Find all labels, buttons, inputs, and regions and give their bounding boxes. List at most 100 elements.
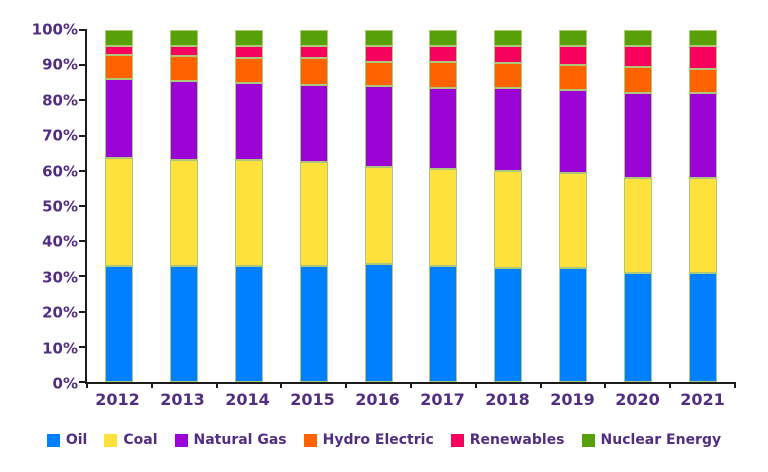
- bar-slot-2019: [541, 30, 606, 382]
- x-axis-label-2021: 2021: [680, 390, 725, 409]
- x-axis-label-2015: 2015: [290, 390, 335, 409]
- bar-segment-oil: [299, 265, 328, 382]
- legend-label: Oil: [65, 432, 88, 448]
- bar-segment-coal: [170, 160, 199, 266]
- bar-segment-oil: [494, 267, 523, 382]
- y-axis-tick: [79, 275, 87, 278]
- legend-swatch: [46, 433, 60, 447]
- bar-2018: [494, 30, 523, 382]
- y-axis: 0% 10% 20% 30% 40% 50% 60% 70% 80% 90% 100%: [0, 22, 78, 391]
- bar-2013: [170, 30, 199, 382]
- bar-segment-renewables: [623, 45, 652, 67]
- bar-segment-nuclear-energy: [299, 30, 328, 46]
- bar-slot-2018: [476, 30, 541, 382]
- legend-label: Hydro Electric: [322, 432, 434, 448]
- x-axis-label-2019: 2019: [550, 390, 595, 409]
- y-axis-tick: [79, 381, 87, 383]
- bar-segment-hydro-electric: [623, 67, 652, 94]
- bar-segment-coal: [623, 177, 652, 273]
- x-axis-tick: [604, 382, 607, 388]
- bar-segment-natural-gas: [429, 88, 458, 170]
- y-axis-tick: [79, 205, 87, 207]
- bar-2020: [623, 30, 652, 382]
- bar-2012: [105, 30, 134, 382]
- x-axis-label-2014: 2014: [225, 390, 270, 409]
- bar-2017: [429, 30, 458, 382]
- bar-segment-nuclear-energy: [234, 30, 263, 46]
- bar-segment-renewables: [234, 45, 263, 59]
- bar-2019: [558, 30, 587, 382]
- bar-segment-nuclear-energy: [429, 30, 458, 46]
- x-axis-label-2012: 2012: [95, 390, 140, 409]
- bar-segment-nuclear-energy: [170, 30, 199, 46]
- bar-segment-nuclear-energy: [558, 30, 587, 46]
- bar-segment-nuclear-energy: [364, 30, 393, 46]
- bar-slot-2013: [152, 30, 217, 382]
- bar-segment-renewables: [299, 45, 328, 59]
- x-axis: 2012 2013 2014 2015 2016 2017 2018 2019 2020 2021: [85, 392, 735, 408]
- bar-segment-natural-gas: [623, 93, 652, 178]
- x-axis-tick: [410, 382, 412, 388]
- x-axis-tick: [345, 382, 348, 388]
- bar-segment-nuclear-energy: [494, 30, 523, 46]
- x-axis-tick: [150, 382, 153, 388]
- bar-segment-hydro-electric: [299, 58, 328, 85]
- bar-2015: [299, 30, 328, 382]
- y-axis-tick-label: 80%: [42, 91, 78, 110]
- legend-item-oil: Oil: [46, 432, 88, 448]
- bar-segment-oil: [558, 267, 587, 382]
- bar-segment-hydro-electric: [688, 68, 717, 94]
- bar-segment-natural-gas: [234, 82, 263, 161]
- x-axis-tick: [539, 382, 542, 388]
- x-axis-tick: [280, 382, 283, 388]
- y-axis-tick-label: 100%: [31, 20, 78, 39]
- y-axis-tick-label: 20%: [42, 303, 78, 322]
- bar-slot-2014: [217, 30, 282, 382]
- legend-swatch: [450, 433, 464, 447]
- bar-segment-hydro-electric: [170, 56, 199, 82]
- bar-segment-oil: [623, 272, 652, 382]
- bar-segment-hydro-electric: [429, 61, 458, 89]
- bar-segment-hydro-electric: [558, 65, 587, 90]
- legend: Oil Coal Natural Gas Hydro Electric Renewabl…: [0, 433, 768, 447]
- bar-segment-natural-gas: [170, 81, 199, 161]
- x-axis-tick: [86, 382, 88, 388]
- bar-segment-oil: [105, 265, 134, 382]
- bar-segment-hydro-electric: [234, 58, 263, 83]
- x-axis-label-2013: 2013: [160, 390, 205, 409]
- bar-segment-coal: [105, 158, 134, 266]
- y-axis-tick: [79, 99, 87, 102]
- bars-container: [87, 30, 735, 382]
- bar-segment-renewables: [105, 45, 134, 55]
- legend-label: Coal: [123, 432, 158, 448]
- bar-segment-coal: [494, 170, 523, 268]
- bar-slot-2017: [411, 30, 476, 382]
- bar-segment-coal: [234, 160, 263, 266]
- x-axis-label-2018: 2018: [485, 390, 530, 409]
- legend-label: Nuclear Energy: [600, 432, 722, 448]
- bar-segment-nuclear-energy: [105, 30, 134, 46]
- bar-segment-oil: [170, 265, 199, 382]
- legend-label: Renewables: [469, 432, 565, 448]
- x-axis-label-2016: 2016: [355, 390, 400, 409]
- y-axis-tick: [79, 64, 87, 67]
- legend-item-natural-gas: Natural Gas: [174, 433, 287, 447]
- bar-segment-coal: [558, 172, 587, 268]
- plot-area: [79, 29, 736, 388]
- legend-swatch: [104, 433, 118, 447]
- y-axis-tick-label: 10%: [42, 339, 78, 358]
- bar-segment-renewables: [494, 45, 523, 64]
- bar-segment-nuclear-energy: [623, 30, 652, 46]
- y-axis-tick-label: 60%: [42, 162, 78, 181]
- bar-segment-oil: [429, 265, 458, 382]
- bar-segment-natural-gas: [494, 88, 523, 171]
- x-axis-tick: [734, 382, 736, 388]
- bar-segment-natural-gas: [299, 84, 328, 163]
- y-axis-tick-label: 0%: [52, 374, 78, 393]
- legend-swatch: [581, 433, 595, 447]
- legend-item-nuclear-energy: Nuclear Energy: [581, 432, 722, 448]
- legend-swatch: [303, 433, 317, 447]
- bar-segment-natural-gas: [558, 89, 587, 173]
- y-axis-tick: [79, 134, 87, 137]
